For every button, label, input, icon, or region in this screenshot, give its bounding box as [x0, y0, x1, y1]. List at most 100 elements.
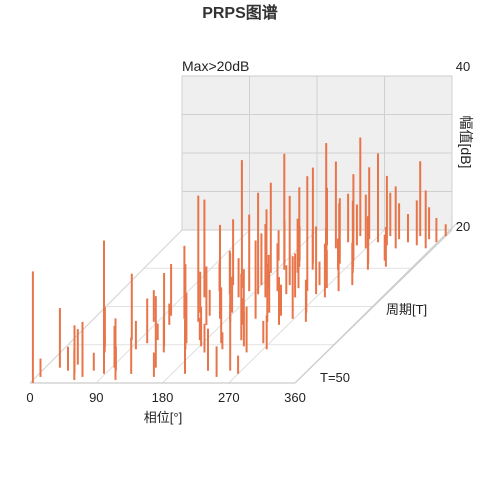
pulse-bar	[389, 192, 392, 237]
pulse-bar	[415, 200, 418, 246]
pulse-bar	[184, 319, 186, 374]
pulse-bar	[130, 337, 133, 374]
pulse-bar	[419, 161, 422, 237]
pulse-bar	[245, 306, 248, 353]
pulse-bar	[288, 195, 291, 286]
pulse-bar	[130, 273, 133, 341]
pulse-bar	[337, 262, 340, 292]
pulse-bar	[377, 153, 379, 243]
pulse-bar	[359, 137, 362, 237]
grid-lines	[29, 76, 459, 384]
pulse-bar	[248, 214, 251, 292]
pulse-bar	[67, 346, 69, 371]
pulse-bar	[428, 207, 431, 240]
pulse-bar	[444, 224, 447, 237]
pulse-bar	[266, 263, 269, 322]
pulse-bar	[229, 253, 232, 322]
pulse-bar	[203, 323, 206, 353]
pulse-bar	[31, 271, 34, 383]
pulse-bar	[264, 224, 267, 298]
pulse-bar	[237, 258, 240, 298]
pulse-bar	[385, 175, 388, 246]
pulse-bar	[311, 167, 314, 264]
y-axis-label: 幅值[dB]	[458, 116, 474, 169]
pulse-bar	[114, 318, 117, 380]
x-tick-label: 90	[89, 390, 103, 405]
pulse-bar	[232, 219, 235, 285]
pulse-bar	[199, 271, 202, 313]
pulse-bar	[424, 190, 427, 249]
pulse-bar	[366, 216, 369, 270]
pulse-bar	[435, 218, 438, 243]
x-tick-labels: 0 90 180 270 360	[26, 390, 305, 405]
pulse-bar	[39, 358, 42, 377]
pulse-bar	[237, 355, 240, 374]
x-tick-label: 0	[26, 390, 33, 405]
pulse-bar	[229, 304, 232, 371]
pulse-bar	[242, 312, 245, 347]
pulse-bar	[103, 240, 105, 374]
pulse-bar	[280, 284, 282, 316]
pulse-bar	[203, 199, 206, 298]
pulse-bar	[205, 266, 208, 325]
pulse-bar	[351, 242, 354, 286]
pulse-bar	[73, 349, 76, 380]
pulse-bar	[146, 298, 149, 344]
pulse-bar	[267, 254, 270, 289]
pulse-bar	[338, 198, 341, 264]
x-tick-label: 270	[218, 390, 240, 405]
pulse-bar	[337, 238, 339, 270]
pulse-bar	[58, 308, 61, 368]
max-note: Max>20dB	[182, 58, 249, 74]
pulse-bar	[291, 256, 294, 319]
pulse-bar	[304, 279, 307, 322]
floor-edge-left	[29, 229, 183, 384]
pulse-bar	[347, 193, 350, 243]
y-tick-label-top: 40	[456, 59, 470, 74]
pulse-bar	[152, 352, 155, 377]
pulse-bar	[231, 276, 234, 313]
pulse-bar	[398, 203, 401, 240]
pulse-bar	[268, 271, 271, 313]
pulse-bar	[265, 315, 268, 350]
pulse-bar	[240, 273, 243, 341]
pulse-bar	[215, 346, 218, 377]
pulse-bar	[384, 227, 387, 267]
pulse-bar	[170, 264, 173, 316]
pulse-bar	[221, 332, 224, 350]
pulse-bar	[154, 296, 157, 368]
pulse-bar	[260, 233, 263, 286]
pulse-bar	[318, 261, 321, 286]
pulse-bar	[325, 143, 328, 267]
pulse-bars	[31, 137, 447, 383]
x-axis-label: 相位[°]	[144, 410, 182, 425]
pulse-bar	[394, 186, 397, 249]
floor-edge-right-outer	[294, 221, 459, 384]
x-tick-label: 360	[284, 390, 306, 405]
pulse-bar	[220, 287, 223, 344]
pulse-bar	[92, 352, 95, 371]
pulse-bar	[257, 192, 260, 295]
pulse-bar	[278, 277, 280, 325]
chart-title: PRPS图谱	[202, 3, 278, 22]
pulse-bar	[152, 290, 155, 322]
pulse-bar	[323, 243, 326, 298]
pulse-bar	[269, 182, 272, 273]
pulse-bar	[276, 243, 279, 292]
pulse-bar	[277, 230, 280, 261]
pulse-bar	[368, 167, 371, 240]
pulse-bar	[285, 265, 288, 295]
pulse-bar	[311, 229, 314, 270]
depth-axis-label: 周期[T]	[386, 302, 427, 317]
pulse-bar	[383, 234, 386, 261]
x-tick-label: 180	[152, 390, 174, 405]
pulse-bar	[297, 226, 300, 289]
pulse-bar	[355, 204, 358, 246]
depth-axis-end-label: T=50	[320, 370, 350, 385]
pulse-bar	[265, 209, 268, 267]
pulse-bar	[294, 253, 297, 298]
pulse-bar	[200, 306, 203, 347]
pulse-bar	[242, 269, 245, 316]
